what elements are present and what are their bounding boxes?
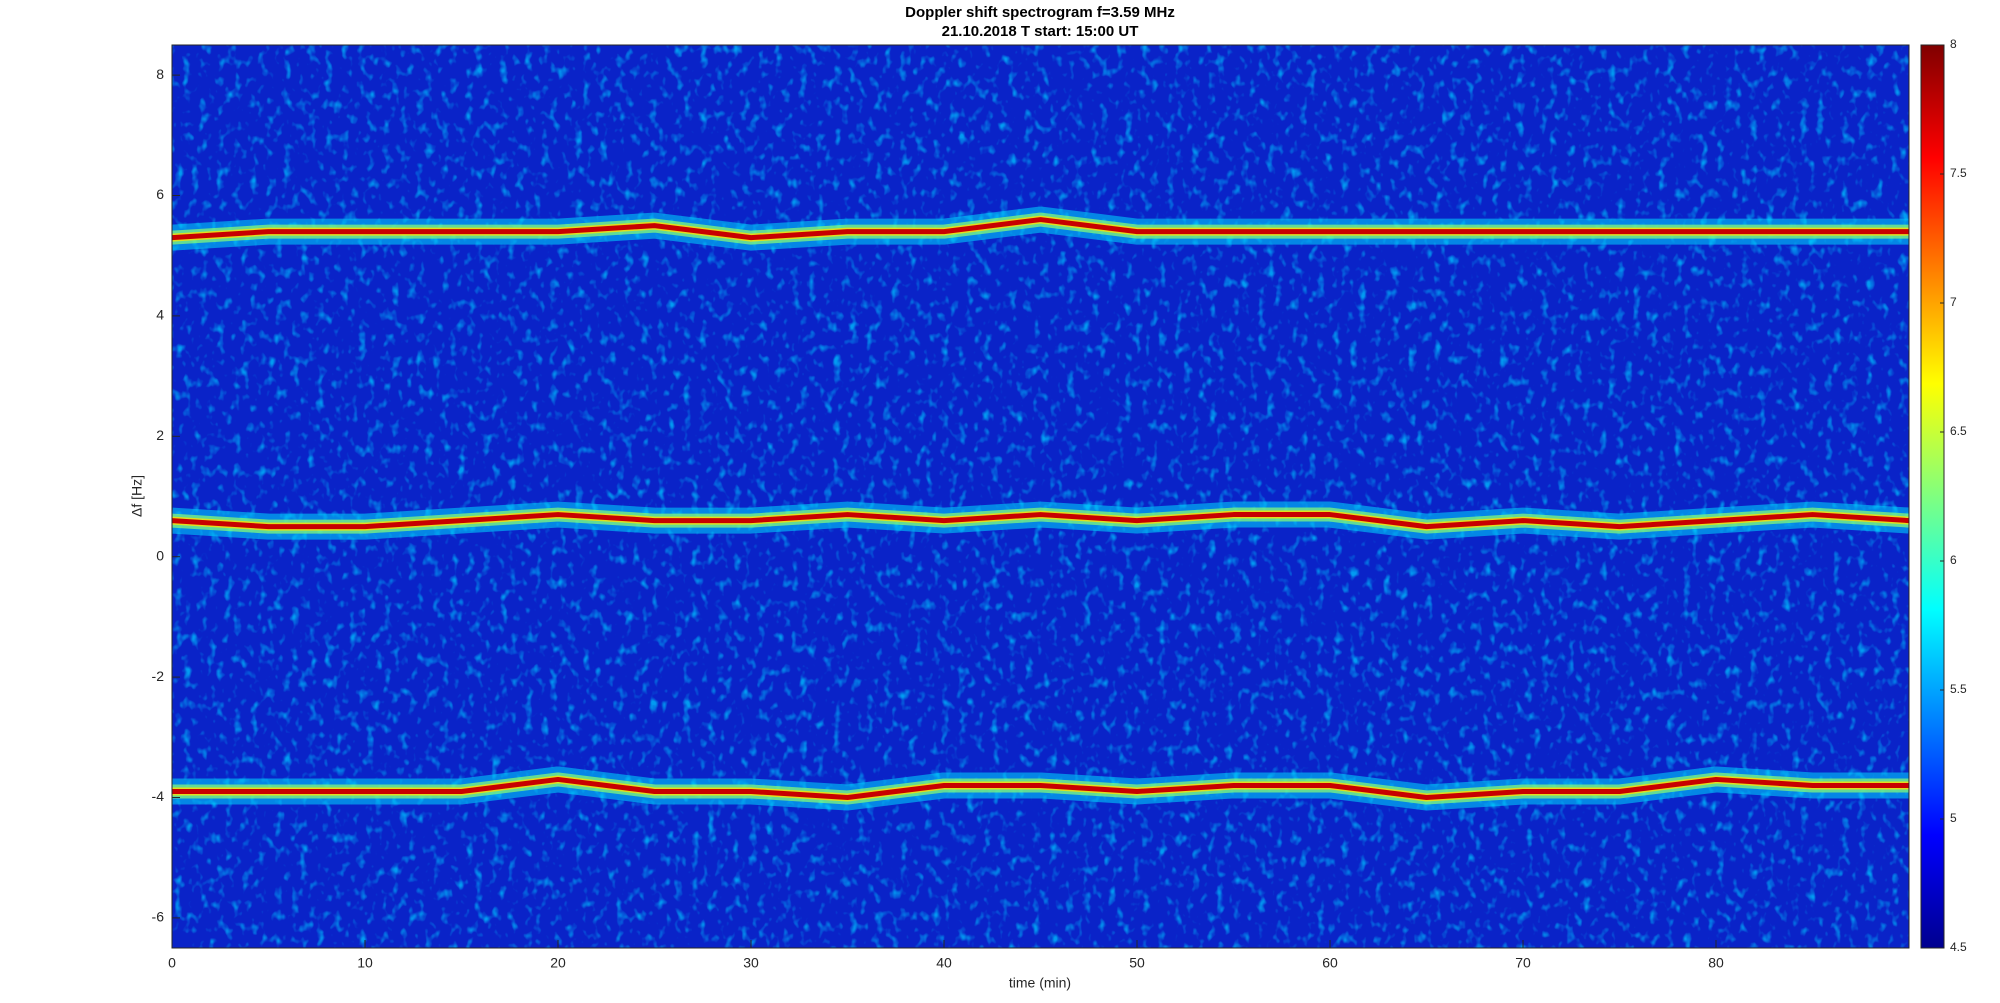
x-tick-label: 10 (357, 955, 373, 971)
y-tick-label: 8 (156, 66, 164, 82)
x-axis-label: time (min) (1009, 975, 1071, 991)
y-tick-label: 4 (156, 307, 164, 323)
plot-area (172, 45, 1909, 948)
x-tick-label: 50 (1129, 955, 1145, 971)
x-tick-label: 0 (168, 955, 176, 971)
colorbar-tick-label: 8 (1950, 37, 1957, 51)
colorbar-tick-label: 5.5 (1950, 682, 1967, 696)
y-tick-label: 2 (156, 427, 164, 443)
y-tick-label: -6 (152, 909, 165, 925)
y-axis-label: Δf [Hz] (129, 475, 145, 517)
x-tick-label: 30 (743, 955, 759, 971)
y-tick-label: -4 (152, 788, 165, 804)
chart-title: Doppler shift spectrogram f=3.59 MHz (905, 4, 1175, 21)
doppler-trace (172, 776, 1909, 800)
y-tick-label: 0 (156, 547, 164, 563)
colorbar-tick-label: 7.5 (1950, 166, 1967, 180)
x-tick-label: 40 (936, 955, 952, 971)
x-tick-label: 60 (1322, 955, 1338, 971)
noise-texture (172, 45, 1909, 948)
colorbar-tick-label: 6.5 (1950, 424, 1967, 438)
doppler-trace (172, 512, 1909, 530)
colorbar-tick-label: 6 (1950, 553, 1957, 567)
colorbar-tick-label: 4.5 (1950, 940, 1967, 954)
y-tick-label: -2 (152, 668, 165, 684)
x-tick-label: 80 (1708, 955, 1724, 971)
x-tick-label: 20 (550, 955, 566, 971)
colorbar-tick-label: 7 (1950, 295, 1957, 309)
y-tick-label: 6 (156, 186, 164, 202)
chart-subtitle: 21.10.2018 T start: 15:00 UT (942, 23, 1139, 40)
colorbar-tick-label: 5 (1950, 811, 1957, 825)
x-tick-label: 70 (1515, 955, 1531, 971)
axes-frame (171, 44, 1910, 949)
doppler-trace (172, 217, 1909, 241)
colorbar (1920, 44, 1945, 949)
